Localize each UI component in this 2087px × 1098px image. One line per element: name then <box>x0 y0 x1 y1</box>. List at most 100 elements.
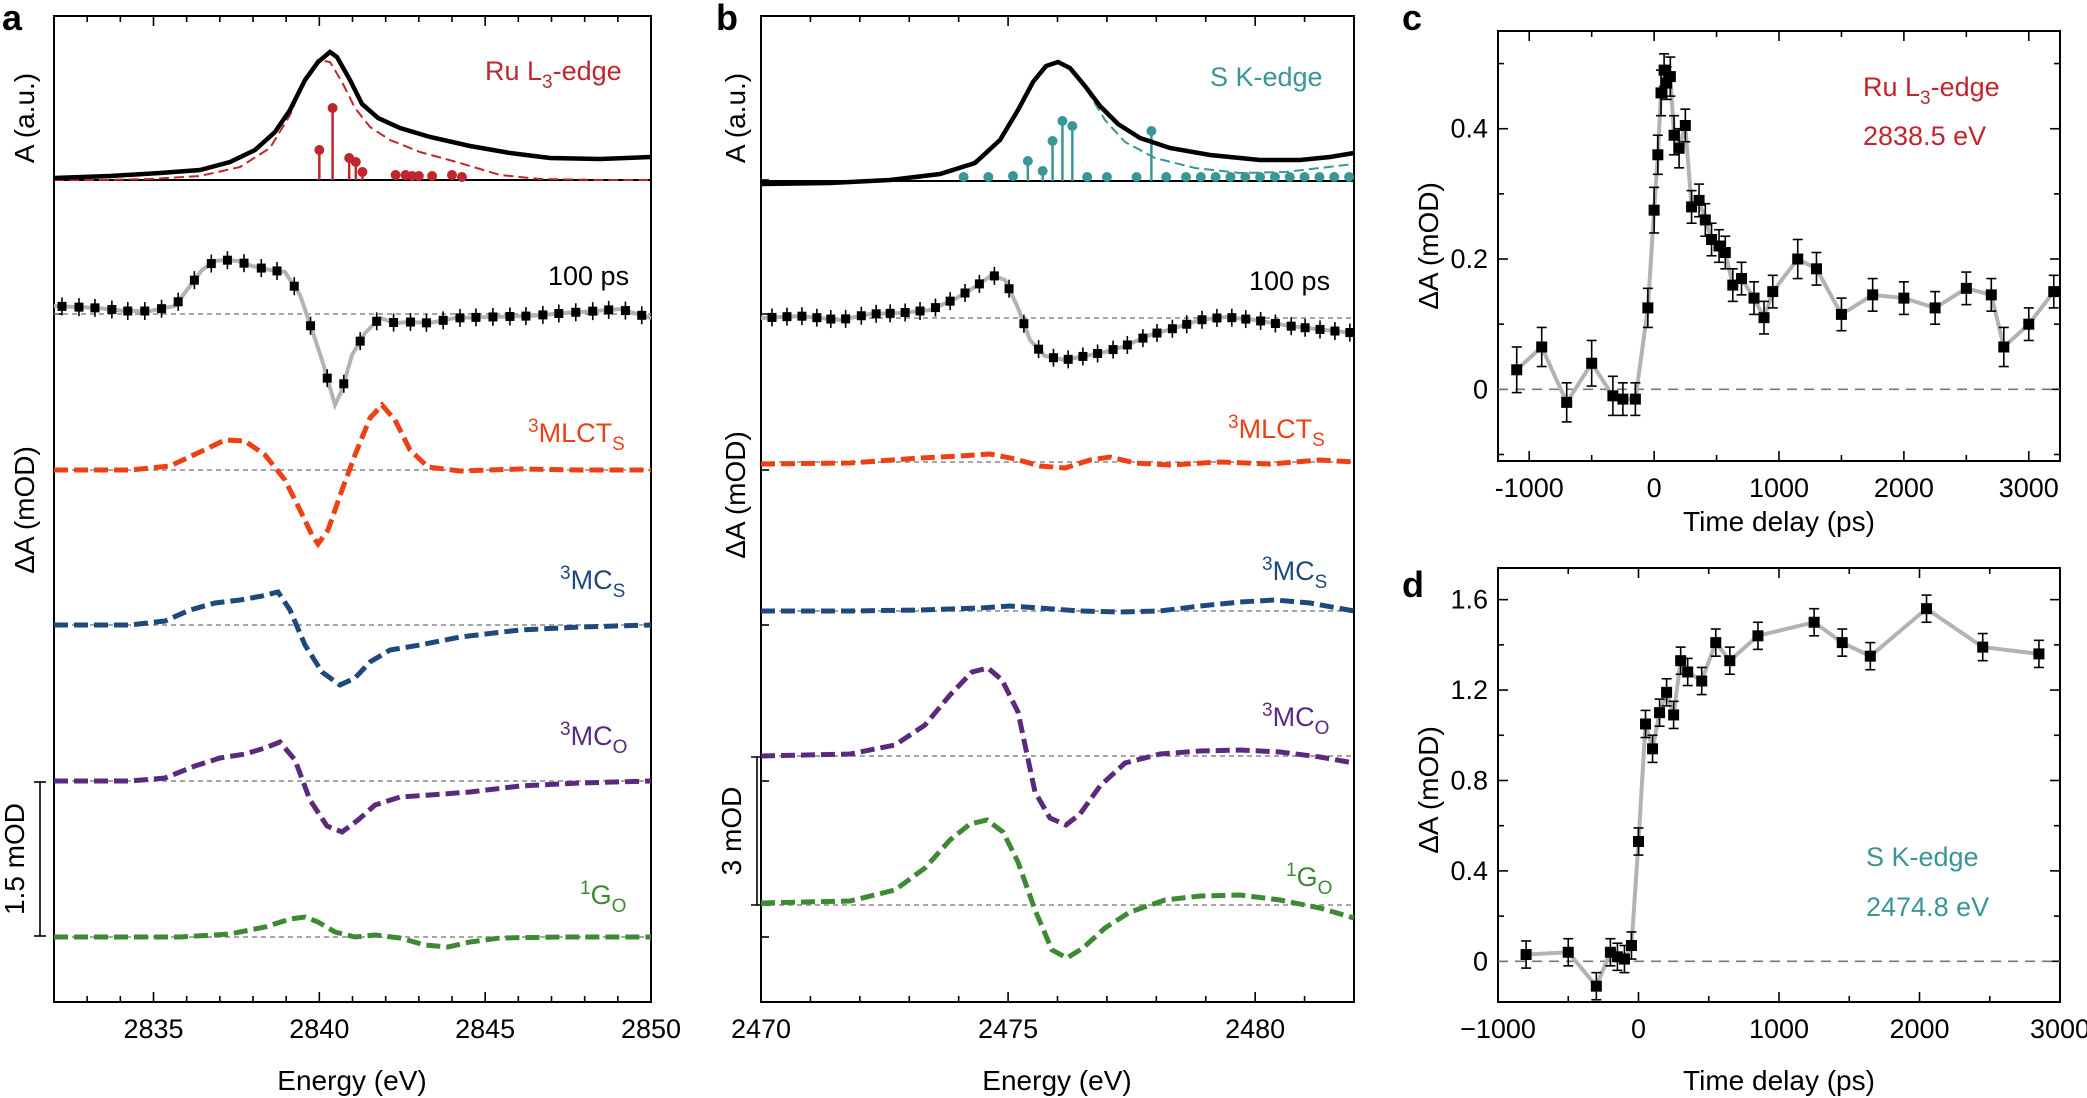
c-data-point <box>1699 214 1711 226</box>
a-stick-head <box>350 157 361 167</box>
a-data-point <box>405 317 415 327</box>
a-stick-head <box>427 171 438 181</box>
panel-b-go-trace <box>760 817 1355 961</box>
panel-a: a 2835 2840 2845 2850 Energy (eV) A (a.u.) … <box>0 0 681 1096</box>
a-data-point <box>604 305 614 315</box>
c-data-point <box>1727 279 1739 291</box>
b-data-point <box>1167 324 1177 334</box>
d-ytick-label: 0 <box>1473 946 1488 976</box>
b-data-point <box>1270 319 1280 329</box>
d-ytick-label: 1.2 <box>1450 675 1488 705</box>
d-ytick-label: 1.6 <box>1450 585 1488 615</box>
c-xtick-label: 1000 <box>1749 473 1809 503</box>
c-data-point <box>2023 318 2035 330</box>
panel-b-scale-bar: 3 mOD <box>716 756 771 906</box>
b-data-point <box>1093 348 1103 358</box>
b-stick-head <box>1101 172 1112 182</box>
a-data-point <box>239 258 249 268</box>
d-data-point <box>1640 718 1652 730</box>
a-data-point <box>322 373 332 383</box>
c-data-point <box>1835 308 1847 320</box>
b-data-point <box>974 279 984 289</box>
a-data-point <box>57 301 67 311</box>
a-data-point <box>372 316 382 326</box>
d-xtick-label: 2000 <box>1889 1014 1949 1044</box>
a-data-point <box>306 321 316 331</box>
b-data-point <box>1078 351 1088 361</box>
b-stick-head <box>1057 116 1068 126</box>
panel-a-ru-sticks <box>314 103 467 182</box>
b-data-point <box>826 314 836 324</box>
a-data-point <box>438 315 448 325</box>
c-data-point <box>1719 247 1731 259</box>
panel-b-top-y-label: A (a.u.) <box>720 73 751 163</box>
panel-b-mlct-trace <box>760 451 1355 471</box>
d-data-point <box>1864 650 1876 662</box>
c-xtick-label: -1000 <box>1495 473 1564 503</box>
b-data-point <box>1212 313 1222 323</box>
panel-a-scale-bar: 1.5 mOD <box>0 781 46 937</box>
b-data-point <box>1122 340 1132 350</box>
panel-a-go-trace <box>54 914 651 950</box>
b-data-point <box>1197 315 1207 325</box>
b-stick-head <box>1008 171 1019 181</box>
c-data-point <box>1607 390 1619 402</box>
panel-d-y-axis-label: ΔA (mOD) <box>1413 726 1444 854</box>
panel-b-delay-label: 100 ps <box>1249 266 1330 296</box>
b-data-point <box>930 303 940 313</box>
c-data-point <box>1652 149 1664 161</box>
d-data-point <box>1921 603 1933 615</box>
a-stick-head <box>447 170 457 180</box>
panel-a-scale-bar-label: 1.5 mOD <box>0 803 30 915</box>
d-data-point <box>1611 951 1623 963</box>
c-data-point <box>1586 357 1598 369</box>
panel-d-plot <box>1498 594 2060 1001</box>
a-xtick-label: 2840 <box>289 1014 349 1044</box>
a-data-point <box>389 318 399 328</box>
b-data-point <box>1048 353 1058 363</box>
panel-a-mlct-trace <box>54 401 651 549</box>
c-data-point <box>1655 87 1667 99</box>
b-stick-head <box>1082 172 1093 182</box>
panel-a-x-ticks: 2835 2840 2845 2850 <box>123 1014 681 1044</box>
a-data-point <box>521 311 531 321</box>
c-data-point <box>1998 341 2010 353</box>
c-connector-line <box>1515 69 2056 407</box>
c-data-point <box>1664 71 1676 83</box>
panel-a-edge-label: Ru L3-edge <box>485 56 622 93</box>
a-data-point <box>107 305 117 315</box>
a-data-point <box>256 263 266 273</box>
a-stick-head <box>390 170 401 180</box>
c-data-point <box>1898 292 1910 304</box>
c-data-point <box>1736 273 1748 285</box>
b-stick-head <box>1210 172 1221 182</box>
c-data-point <box>1658 64 1670 76</box>
b-data-point <box>1227 313 1237 323</box>
c-data-point <box>1706 233 1718 245</box>
d-data-point <box>1724 655 1736 667</box>
c-ytick-label: 0 <box>1473 374 1488 404</box>
a-data-point <box>471 312 481 322</box>
a-data-point <box>505 312 515 322</box>
c-data-point <box>1767 286 1779 298</box>
a-data-point <box>206 259 216 269</box>
panel-c: c -1000 0 1000 2000 3000 0 0.2 0.4 Time delay (… <box>1402 0 2061 537</box>
a-data-point <box>222 255 232 265</box>
panel-b-scale-bar-label: 3 mOD <box>716 787 747 876</box>
b-data-point <box>1063 354 1073 364</box>
b-data-point <box>1182 319 1192 329</box>
a-data-point <box>140 306 150 316</box>
b-data-point <box>1004 284 1014 294</box>
b-data-point <box>960 288 970 298</box>
d-xtick-label: 1000 <box>1749 1014 1809 1044</box>
panel-d-energy-annotation: 2474.8 eV <box>1866 892 1989 922</box>
panel-b-y-axis-label: ΔA (mOD) <box>720 431 751 559</box>
b-stick-head <box>1225 172 1236 182</box>
b-data-point <box>782 312 792 322</box>
a-data-point <box>588 306 598 316</box>
b-data-point <box>1241 314 1251 324</box>
c-data-point <box>1561 396 1573 408</box>
d-data-point <box>1604 946 1616 958</box>
b-stick-head <box>1146 126 1157 136</box>
a-data-point <box>289 281 299 291</box>
